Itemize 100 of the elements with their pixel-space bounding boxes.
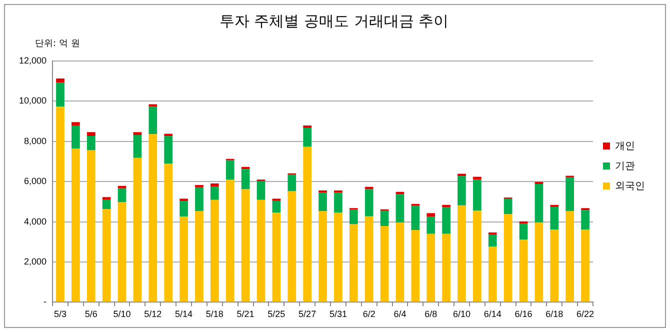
y-tick-label: 12,000 xyxy=(18,55,47,66)
bar xyxy=(56,82,64,107)
bar xyxy=(195,211,204,302)
bar xyxy=(488,246,497,302)
bar xyxy=(86,136,96,150)
bar xyxy=(272,200,281,213)
bar xyxy=(349,224,358,302)
bar xyxy=(72,148,80,302)
x-tick-label: 5/18 xyxy=(206,309,224,320)
bar xyxy=(118,202,126,302)
bar xyxy=(118,188,126,202)
bar xyxy=(102,200,111,210)
bar xyxy=(411,230,420,302)
text: 단위: 억 원 xyxy=(35,38,80,50)
bar xyxy=(504,198,512,214)
x-tick-label: 5/3 xyxy=(54,309,67,320)
legend-label: 개인 xyxy=(615,140,635,152)
bar xyxy=(426,213,436,217)
y-tick-label: 2,000 xyxy=(24,256,47,266)
bar xyxy=(473,210,482,302)
bar xyxy=(102,209,111,302)
bar xyxy=(566,177,574,212)
bar xyxy=(272,212,281,302)
bar xyxy=(364,189,374,216)
x-tick-label: 5/12 xyxy=(144,309,162,320)
bar xyxy=(102,197,111,200)
bar xyxy=(458,205,466,302)
bar xyxy=(550,230,559,302)
legend-label: 기관 xyxy=(615,160,635,172)
bar xyxy=(442,234,450,302)
bar xyxy=(210,183,219,187)
x-tick-label: 6/4 xyxy=(394,309,406,320)
bar xyxy=(118,186,126,188)
bar xyxy=(288,174,296,192)
x-tick-label: 5/21 xyxy=(236,309,254,320)
y-tick-label: 8,000 xyxy=(24,136,47,146)
bar xyxy=(380,226,389,302)
bar xyxy=(72,122,80,126)
bar xyxy=(133,158,142,302)
bar xyxy=(566,211,574,302)
bar xyxy=(488,234,497,247)
bar xyxy=(86,132,96,136)
bar xyxy=(396,222,404,302)
bar xyxy=(318,211,327,302)
bar xyxy=(318,192,327,212)
x-tick-label: 6/2 xyxy=(362,309,376,320)
bar xyxy=(534,222,544,302)
bar xyxy=(349,210,358,224)
bar xyxy=(180,216,188,302)
bar xyxy=(195,187,204,212)
bar xyxy=(442,207,450,234)
bar xyxy=(396,192,404,194)
bar xyxy=(133,134,142,158)
bar xyxy=(180,201,188,217)
x-tick-label: 5/31 xyxy=(329,309,347,320)
bar xyxy=(56,106,64,302)
bar xyxy=(519,224,528,240)
bar xyxy=(288,191,296,302)
bar xyxy=(442,204,450,208)
x-tick-label: 5/10 xyxy=(113,309,131,320)
x-tick-label: 5/6 xyxy=(84,309,98,320)
x-tick-label: 6/16 xyxy=(514,309,532,320)
bar xyxy=(210,186,219,200)
bar xyxy=(504,214,512,302)
bar xyxy=(241,169,250,190)
bar xyxy=(180,198,188,202)
chart-title: 투자 주체별 공매도 거래대금 추이 xyxy=(219,12,449,30)
legend-label: 외국인 xyxy=(615,180,645,192)
y-tick-label: 10,000 xyxy=(18,96,47,106)
bar xyxy=(56,78,64,83)
bar xyxy=(550,206,559,230)
bar xyxy=(473,176,482,180)
bar xyxy=(226,180,234,302)
bar xyxy=(256,181,266,200)
bar xyxy=(519,240,528,302)
bar xyxy=(210,200,219,302)
x-tick-label: 6/10 xyxy=(452,309,471,320)
bar xyxy=(226,160,234,180)
bar xyxy=(426,234,436,302)
bar xyxy=(241,189,250,302)
bar xyxy=(86,150,96,302)
bar xyxy=(411,206,420,230)
bar xyxy=(581,210,590,230)
bar xyxy=(148,134,158,302)
bar xyxy=(334,192,342,213)
bar xyxy=(164,136,173,164)
bar xyxy=(334,190,342,193)
bar xyxy=(164,164,173,302)
bar xyxy=(148,104,158,107)
y-tick-label: 4,000 xyxy=(24,216,47,226)
x-tick-label: 6/14 xyxy=(484,309,502,320)
bar xyxy=(380,210,389,226)
x-tick-label: 5/14 xyxy=(175,309,193,320)
x-tick-label: 6/8 xyxy=(424,309,438,320)
bar xyxy=(334,212,342,302)
bar xyxy=(534,184,544,222)
bar xyxy=(148,106,158,134)
bar xyxy=(581,230,590,302)
bar xyxy=(256,200,266,302)
y-tick-label: 6,000 xyxy=(24,176,47,186)
